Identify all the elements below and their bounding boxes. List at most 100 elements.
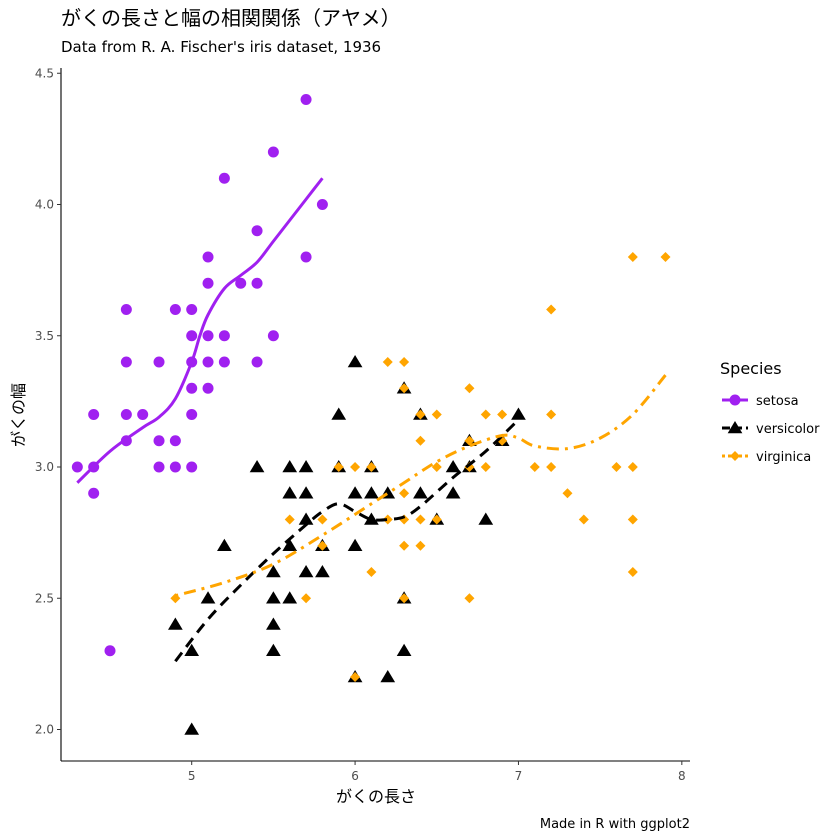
virginica-point (366, 462, 377, 472)
virginica-trend-line (174, 374, 667, 598)
x-tick-label: 8 (678, 769, 686, 783)
y-axis-title: がくの幅 (9, 383, 28, 447)
setosa-point (186, 330, 198, 342)
versicolor-trend-line (174, 418, 520, 663)
versicolor-point (298, 565, 314, 578)
setosa-point (316, 199, 328, 210)
virginica-point (317, 540, 328, 551)
setosa-point (104, 645, 116, 657)
setosa-point (137, 409, 149, 420)
versicolor-point (478, 512, 494, 525)
setosa-point (88, 409, 100, 420)
virginica-point (464, 593, 475, 604)
y-tick-label: 3.0 (35, 460, 54, 474)
versicolor-point (217, 538, 232, 551)
setosa-point (267, 330, 279, 342)
virginica-point (301, 593, 312, 604)
versicolor-point (511, 407, 526, 420)
virginica-point (399, 357, 410, 367)
versicolor-point (331, 407, 347, 420)
setosa-point (186, 409, 198, 420)
y-tick-label: 4.0 (35, 198, 54, 212)
versicolor-point (200, 591, 216, 604)
setosa-point (169, 461, 181, 473)
y-tick-label: 4.5 (35, 66, 54, 80)
versicolor-point (396, 643, 412, 656)
versicolor-point (298, 512, 314, 525)
setosa-point (120, 409, 132, 420)
setosa-point (186, 382, 198, 394)
virginica-point (415, 514, 426, 525)
chart-title: がくの長さと幅の相関関係（アヤメ） (61, 6, 401, 30)
setosa-point (153, 461, 165, 473)
virginica-point (399, 383, 410, 394)
virginica-point (399, 540, 410, 551)
virginica-point (399, 488, 410, 499)
setosa-trend-line (76, 177, 324, 484)
versicolor-point (445, 460, 461, 473)
setosa-point (88, 487, 100, 499)
setosa-point (186, 461, 198, 473)
virginica-point (464, 383, 475, 394)
versicolor-point (298, 460, 314, 473)
virginica-point (431, 514, 442, 525)
legend-item-virginica[interactable]: virginica (722, 450, 811, 465)
virginica-point (546, 304, 557, 315)
versicolor-point (168, 617, 183, 630)
virginica-point (415, 435, 426, 446)
plot-area: 5 6 7 8 2.0 2.5 3.0 3.5 4.0 4.5 (35, 66, 690, 783)
setosa-point (300, 94, 312, 105)
virginica-point (480, 409, 491, 420)
legend-title: Species (720, 359, 782, 378)
y-tick-label: 2.0 (35, 723, 54, 737)
virginica-point (366, 567, 377, 577)
setosa-point (251, 225, 263, 237)
setosa-point (251, 356, 263, 368)
virginica-point (627, 252, 638, 262)
setosa-point (267, 146, 279, 158)
setosa-point (120, 304, 132, 315)
setosa-point (300, 251, 312, 263)
virginica-point (317, 514, 328, 525)
virginica-point (415, 409, 426, 420)
versicolor-point (266, 643, 281, 656)
setosa-point (120, 356, 132, 368)
virginica-point (431, 409, 442, 420)
versicolor-point (347, 355, 363, 368)
virginica-point (660, 252, 671, 262)
virginica-point (431, 462, 442, 472)
versicolor-point (282, 486, 298, 499)
virginica-point (562, 488, 573, 499)
virginica-point (529, 462, 540, 472)
virginica-point (350, 672, 361, 682)
legend-item-setosa[interactable]: setosa (722, 394, 799, 409)
versicolor-legend-marker (727, 421, 743, 434)
legend-item-versicolor[interactable]: versicolor (722, 421, 820, 437)
setosa-point (71, 461, 83, 473)
setosa-point (202, 382, 214, 394)
virginica-point (350, 462, 361, 472)
versicolor-point (347, 486, 363, 499)
virginica-point (627, 567, 638, 577)
versicolor-point (266, 565, 281, 578)
legend: setosa versicolor virginica (722, 394, 820, 465)
y-tick-label: 3.5 (35, 329, 54, 343)
virginica-point (546, 462, 557, 472)
virginica-point (333, 462, 344, 472)
versicolor-point (266, 617, 281, 630)
versicolor-point (249, 460, 265, 473)
versicolor-point (315, 565, 330, 578)
virginica-legend-label: virginica (756, 450, 811, 465)
versicolor-point (445, 486, 461, 499)
virginica-legend-marker (730, 451, 740, 461)
virginica-point (464, 462, 475, 472)
virginica-point (627, 462, 638, 472)
virginica-point (480, 462, 491, 472)
versicolor-point (282, 460, 298, 473)
versicolor-point (266, 591, 281, 604)
x-tick-label: 7 (515, 769, 523, 783)
setosa-point (153, 435, 165, 447)
chart-caption: Made in R with ggplot2 (540, 817, 690, 832)
virginica-point (415, 540, 426, 551)
